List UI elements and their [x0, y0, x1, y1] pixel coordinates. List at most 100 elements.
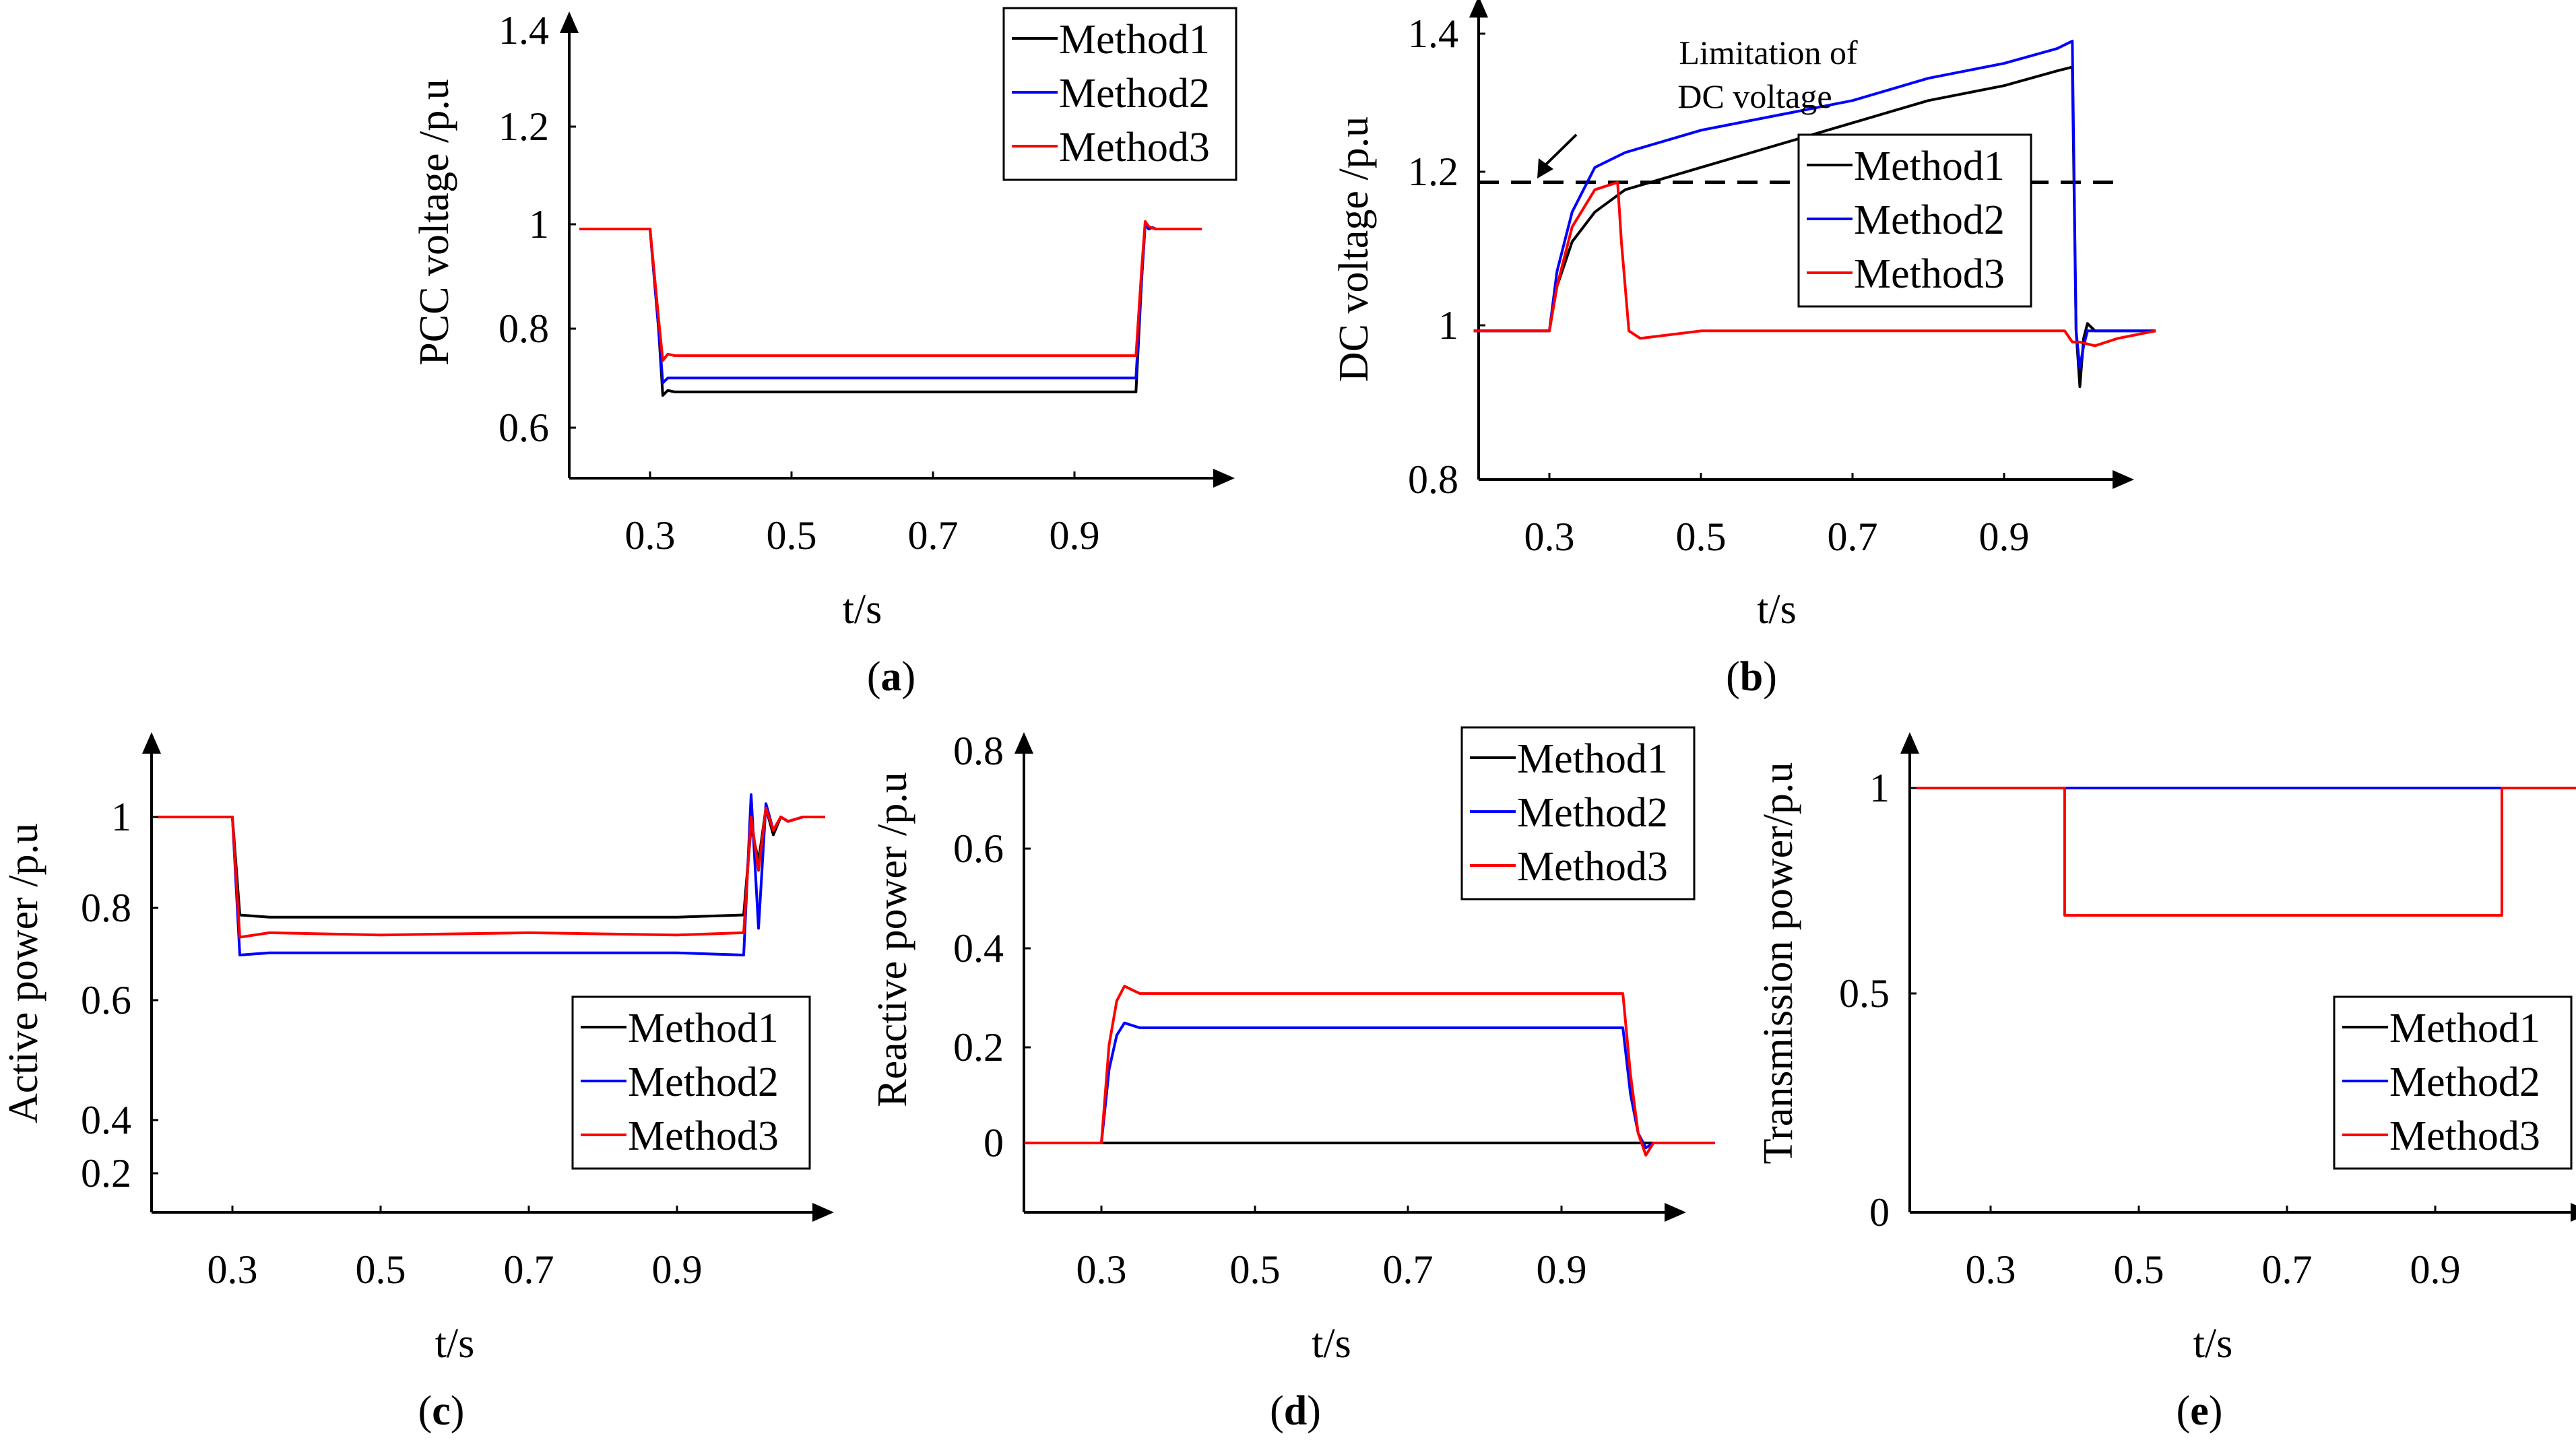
- x-tick-label: 0.3: [1076, 1247, 1127, 1292]
- y-tick-label: 1.2: [498, 104, 549, 149]
- legend-entry: Method1: [1854, 143, 2005, 189]
- y-axis-label: Reactive power /p.u: [870, 772, 915, 1107]
- panel-label: (a): [867, 654, 915, 700]
- y-axis-arrow: [1900, 732, 1919, 754]
- y-tick-label: 0.8: [1408, 457, 1458, 502]
- annotation-text: DC voltage: [1677, 77, 1832, 115]
- legend-entry: Method2: [1059, 71, 1210, 117]
- panel-c: 0.3 0.5 0.7 0.9 0.2 0.4 0.6 0.8 1 t/s Active power…: [1, 732, 834, 1434]
- annotation-arrow: [1543, 133, 1578, 168]
- series-line-method2: [1473, 40, 2156, 370]
- y-tick-label: 1: [111, 795, 131, 839]
- series-line-method1: [579, 222, 1202, 397]
- legend-box: [1797, 133, 2032, 308]
- legend-entry: Method1: [628, 1006, 779, 1051]
- y-tick-label: 1: [1438, 303, 1458, 348]
- x-axis-arrow: [1213, 469, 1235, 488]
- y-axis-arrow: [1015, 732, 1033, 754]
- y-axis-label: PCC voltage /p.u: [412, 79, 457, 365]
- y-tick-label: 0.2: [81, 1151, 131, 1195]
- legend-entry: Method1: [1517, 736, 1668, 782]
- y-tick-label: 1: [1869, 766, 1890, 810]
- x-axis-label: t/s: [843, 587, 882, 632]
- legend: Method1 Method2 Method3: [571, 995, 811, 1170]
- legend-box: [1460, 726, 1696, 900]
- y-tick-label: 0.5: [1839, 971, 1890, 1016]
- legend-entry: Method2: [628, 1059, 779, 1105]
- panel-d: 0.3 0.5 0.7 0.9 0 0.2 0.4 0.6 0.8 t/s Reactive pow…: [870, 726, 1715, 1434]
- legend-box: [571, 995, 811, 1170]
- panel-label: (e): [2177, 1388, 2223, 1434]
- series-line-method2: [1025, 1021, 1715, 1150]
- y-axis-label: Active power /p.u: [1, 823, 46, 1123]
- legend-box: [2333, 995, 2573, 1170]
- y-tick-label: 0.6: [81, 978, 131, 1022]
- panel-label: (c): [418, 1388, 465, 1434]
- x-axis-arrow: [1665, 1203, 1686, 1222]
- legend-entry: Method2: [2389, 1059, 2540, 1105]
- legend-entry: Method1: [2389, 1006, 2540, 1051]
- y-tick-label: 0.8: [498, 306, 549, 351]
- x-tick-label: 0.9: [652, 1247, 703, 1292]
- legend: Method1 Method2 Method3: [1797, 133, 2032, 308]
- panel-e: 0.3 0.5 0.7 0.9 0 0.5 1 t/s Transmission power/p…: [1756, 732, 2576, 1434]
- panel-label: (d): [1270, 1388, 1321, 1434]
- x-tick-label: 0.7: [1828, 515, 1878, 559]
- x-tick-label: 0.3: [207, 1247, 258, 1292]
- legend-entry: Method3: [1517, 844, 1668, 890]
- legend-entry: Method3: [1059, 125, 1210, 170]
- x-tick-label: 0.5: [356, 1247, 406, 1292]
- legend: Method1 Method2 Method3: [1002, 7, 1237, 181]
- series-line-method3: [158, 806, 825, 939]
- legend-box: [1002, 7, 1237, 181]
- x-axis-arrow: [2571, 1203, 2576, 1222]
- y-tick-label: 1.4: [1408, 11, 1458, 56]
- x-tick-label: 0.5: [1676, 515, 1727, 559]
- x-tick-label: 0.7: [1383, 1247, 1434, 1292]
- x-tick-label: 0.7: [504, 1247, 554, 1292]
- y-tick-label: 0: [1869, 1190, 1890, 1235]
- x-tick-label: 0.5: [1230, 1247, 1281, 1292]
- y-tick-label: 0.4: [953, 926, 1004, 971]
- x-tick-label: 0.9: [1979, 515, 2030, 559]
- legend: Method1 Method2 Method3: [1460, 726, 1696, 900]
- legend: Method1 Method2 Method3: [2333, 995, 2573, 1170]
- y-tick-label: 0: [984, 1121, 1004, 1165]
- y-tick-label: 0.8: [953, 729, 1004, 773]
- legend-entry: Method3: [2389, 1113, 2540, 1159]
- y-tick-label: 0.6: [953, 826, 1004, 871]
- x-tick-label: 0.5: [767, 513, 817, 558]
- x-tick-label: 0.3: [1966, 1247, 2016, 1292]
- y-tick-label: 0.8: [81, 886, 131, 930]
- y-axis-label: Transmission power/p.u: [1756, 762, 1801, 1164]
- legend-entry: Method2: [1854, 197, 2005, 243]
- y-tick-label: 1: [529, 202, 549, 247]
- series-line-method1: [158, 806, 825, 919]
- legend-entry: Method2: [1517, 790, 1668, 836]
- annotation-text: Limitation of: [1679, 34, 1858, 71]
- x-tick-label: 0.7: [908, 513, 959, 558]
- x-axis-label: t/s: [1312, 1321, 1351, 1367]
- y-tick-label: 1.2: [1408, 150, 1458, 194]
- x-tick-label: 0.9: [1050, 513, 1100, 558]
- legend-entry: Method3: [1854, 251, 2005, 297]
- x-axis-arrow: [2113, 470, 2134, 489]
- panel-b: 0.3 0.5 0.7 0.9 0.8 1 1.2 1.4 t/s DC voltage /p.u…: [1331, 0, 2156, 700]
- panel-label: (b): [1726, 654, 1777, 700]
- panel-a: 0.3 0.5 0.7 0.9 0.6 0.8 1 1.2 1.4 t/s PCC voltage …: [412, 7, 1237, 700]
- series-line-method3: [1473, 181, 2156, 348]
- x-axis-label: t/s: [435, 1321, 475, 1367]
- series-line-method3: [1917, 787, 2576, 917]
- series-line-method3: [1025, 985, 1715, 1157]
- x-tick-label: 0.7: [2262, 1247, 2313, 1292]
- y-axis-arrow: [142, 732, 161, 754]
- legend-entry: Method3: [628, 1113, 779, 1159]
- y-tick-label: 0.2: [953, 1025, 1004, 1070]
- x-tick-label: 0.3: [625, 513, 676, 558]
- x-axis-label: t/s: [2193, 1321, 2233, 1367]
- x-tick-label: 0.9: [1537, 1247, 1587, 1292]
- series-line-method2: [579, 222, 1202, 385]
- annotation-arrowhead: [1537, 158, 1553, 178]
- x-tick-label: 0.3: [1524, 515, 1575, 559]
